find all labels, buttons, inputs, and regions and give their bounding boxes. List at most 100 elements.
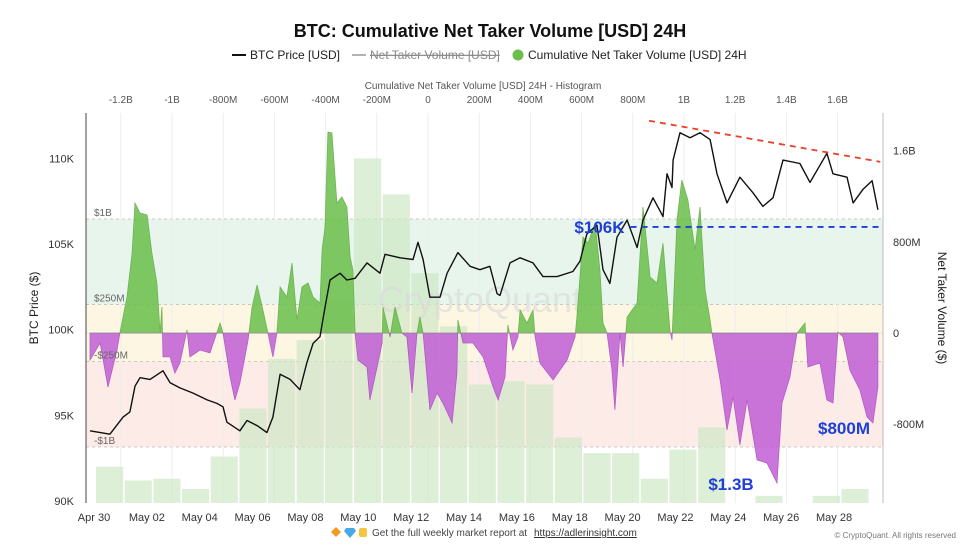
- blue-gem-icon: [344, 528, 356, 538]
- bottom-axis: Apr 30 May 02 May 04 May 06 May 08 May 10 May …: [78, 512, 852, 524]
- left-tick-label: 95K: [54, 410, 74, 422]
- support-label: $106K: [574, 218, 625, 237]
- right-tick-label: 800M: [893, 237, 921, 249]
- legend-item-cumulative[interactable]: Cumulative Net Taker Volume [USD] 24H: [512, 48, 747, 62]
- btc-price-line: [89, 131, 879, 435]
- low-label: $1.3B: [708, 475, 753, 494]
- histogram-bar: [841, 489, 869, 503]
- histogram-bar: [268, 358, 296, 503]
- top-tick-label: 1.6B: [827, 95, 848, 106]
- top-tick-label: -1B: [164, 95, 180, 106]
- top-tick-label: 1B: [678, 95, 691, 106]
- bottom-tick-label: May 08: [287, 512, 323, 524]
- top-tick-label: 800M: [620, 95, 645, 106]
- annotations: $106K $1.3B $800M: [574, 119, 882, 494]
- left-tick-label: 105K: [48, 239, 74, 251]
- histogram-bar: [698, 427, 726, 503]
- histogram-bar: [354, 158, 382, 503]
- bottom-tick-label: May 16: [499, 512, 535, 524]
- histogram-bar: [382, 194, 410, 503]
- right-tick-label: 1.6B: [893, 146, 916, 158]
- histogram-bar: [669, 449, 697, 503]
- watermark: CryptoQuant: [378, 279, 582, 320]
- bottom-tick-label: May 12: [393, 512, 429, 524]
- histogram-bar: [554, 437, 582, 503]
- top-tick-label: 400M: [518, 95, 543, 106]
- histogram-bar: [124, 480, 152, 503]
- recent-label: $800M: [818, 419, 870, 438]
- histogram-bar: [812, 495, 840, 503]
- footer-text: Get the full weekly market report at: [372, 528, 527, 539]
- band-label: $1B: [94, 208, 112, 219]
- top-axis: -1.2B -1B -800M -600M -400M -200M 0 200M 400M 600…: [109, 95, 848, 106]
- chart-title: BTC: Cumulative Net Taker Volume [USD] 2…: [294, 21, 686, 41]
- bottom-tick-label: May 14: [446, 512, 482, 524]
- band-label: -$1B: [94, 436, 115, 447]
- bottom-tick-label: May 02: [129, 512, 165, 524]
- legend-label-price: BTC Price [USD]: [250, 48, 340, 62]
- footer-link[interactable]: https://adlerinsight.com: [534, 528, 637, 539]
- legend-item-price[interactable]: BTC Price [USD]: [232, 48, 340, 62]
- bottom-tick-label: May 04: [182, 512, 218, 524]
- top-tick-label: -600M: [260, 95, 288, 106]
- price-line: [89, 131, 879, 435]
- top-tick-label: 200M: [467, 95, 492, 106]
- left-axis-title: BTC Price ($): [27, 272, 41, 345]
- top-tick-label: -400M: [311, 95, 339, 106]
- orange-diamond-icon: [331, 527, 341, 537]
- bottom-tick-label: Apr 30: [78, 512, 110, 524]
- legend-item-net[interactable]: Net Taker Volume [USD]: [352, 48, 500, 62]
- histogram-bar: [612, 453, 640, 503]
- histogram-bar: [325, 300, 353, 503]
- legend-label-net: Net Taker Volume [USD]: [370, 48, 500, 62]
- left-tick-label: 110K: [49, 153, 75, 165]
- histogram: [95, 158, 869, 503]
- top-tick-label: -800M: [209, 95, 237, 106]
- histogram-bar: [583, 453, 611, 503]
- bottom-tick-label: May 20: [605, 512, 641, 524]
- right-axis-title: Net Taker Volume ($): [935, 252, 949, 365]
- raised-hands-icon: [359, 528, 367, 537]
- right-tick-label: -800M: [893, 419, 924, 431]
- right-tick-label: 0: [893, 328, 899, 340]
- cumulative-area-positive: [89, 131, 879, 333]
- top-tick-label: 1.2B: [725, 95, 746, 106]
- histogram-bar: [181, 489, 210, 503]
- bottom-tick-label: May 24: [710, 512, 746, 524]
- top-axis-title: Cumulative Net Taker Volume [USD] 24H - …: [365, 81, 602, 92]
- bottom-tick-label: May 10: [340, 512, 376, 524]
- histogram-bar: [468, 384, 496, 503]
- band-label: -$250M: [94, 351, 128, 362]
- top-tick-label: -200M: [363, 95, 391, 106]
- left-tick-label: 90K: [54, 496, 74, 508]
- bottom-tick-label: May 22: [657, 512, 693, 524]
- histogram-bar: [497, 381, 525, 503]
- histogram-bar: [296, 339, 324, 503]
- left-axis: 90K 95K 100K 105K 110K: [48, 153, 74, 508]
- top-tick-label: -1.2B: [109, 95, 133, 106]
- top-tick-label: 0: [425, 95, 431, 106]
- bottom-tick-label: May 18: [552, 512, 588, 524]
- right-axis: 1.6B 800M 0 -800M: [893, 146, 924, 432]
- cumulative-area: [89, 131, 879, 485]
- legend: BTC Price [USD] Net Taker Volume [USD] C…: [232, 48, 747, 62]
- histogram-bar: [755, 495, 783, 503]
- histogram-bar: [239, 408, 267, 503]
- histogram-bar: [640, 478, 668, 503]
- cumulative-area-negative: [89, 333, 879, 485]
- bottom-tick-label: May 26: [763, 512, 799, 524]
- top-tick-label: 1.4B: [776, 95, 797, 106]
- band-labels: $1B $250M -$250M -$1B: [94, 208, 128, 447]
- legend-dot-icon: [512, 49, 524, 61]
- legend-label-cumulative: Cumulative Net Taker Volume [USD] 24H: [528, 48, 747, 62]
- left-tick-label: 100K: [48, 325, 74, 337]
- histogram-bar: [153, 478, 181, 503]
- histogram-bar: [526, 384, 554, 503]
- band-region: [86, 219, 883, 305]
- top-tick-label: 600M: [569, 95, 594, 106]
- histogram-bar: [95, 466, 124, 503]
- band-label: $250M: [94, 294, 125, 305]
- histogram-bar: [210, 456, 238, 503]
- copyright: © CryptoQuant. All rights reserved: [835, 531, 957, 540]
